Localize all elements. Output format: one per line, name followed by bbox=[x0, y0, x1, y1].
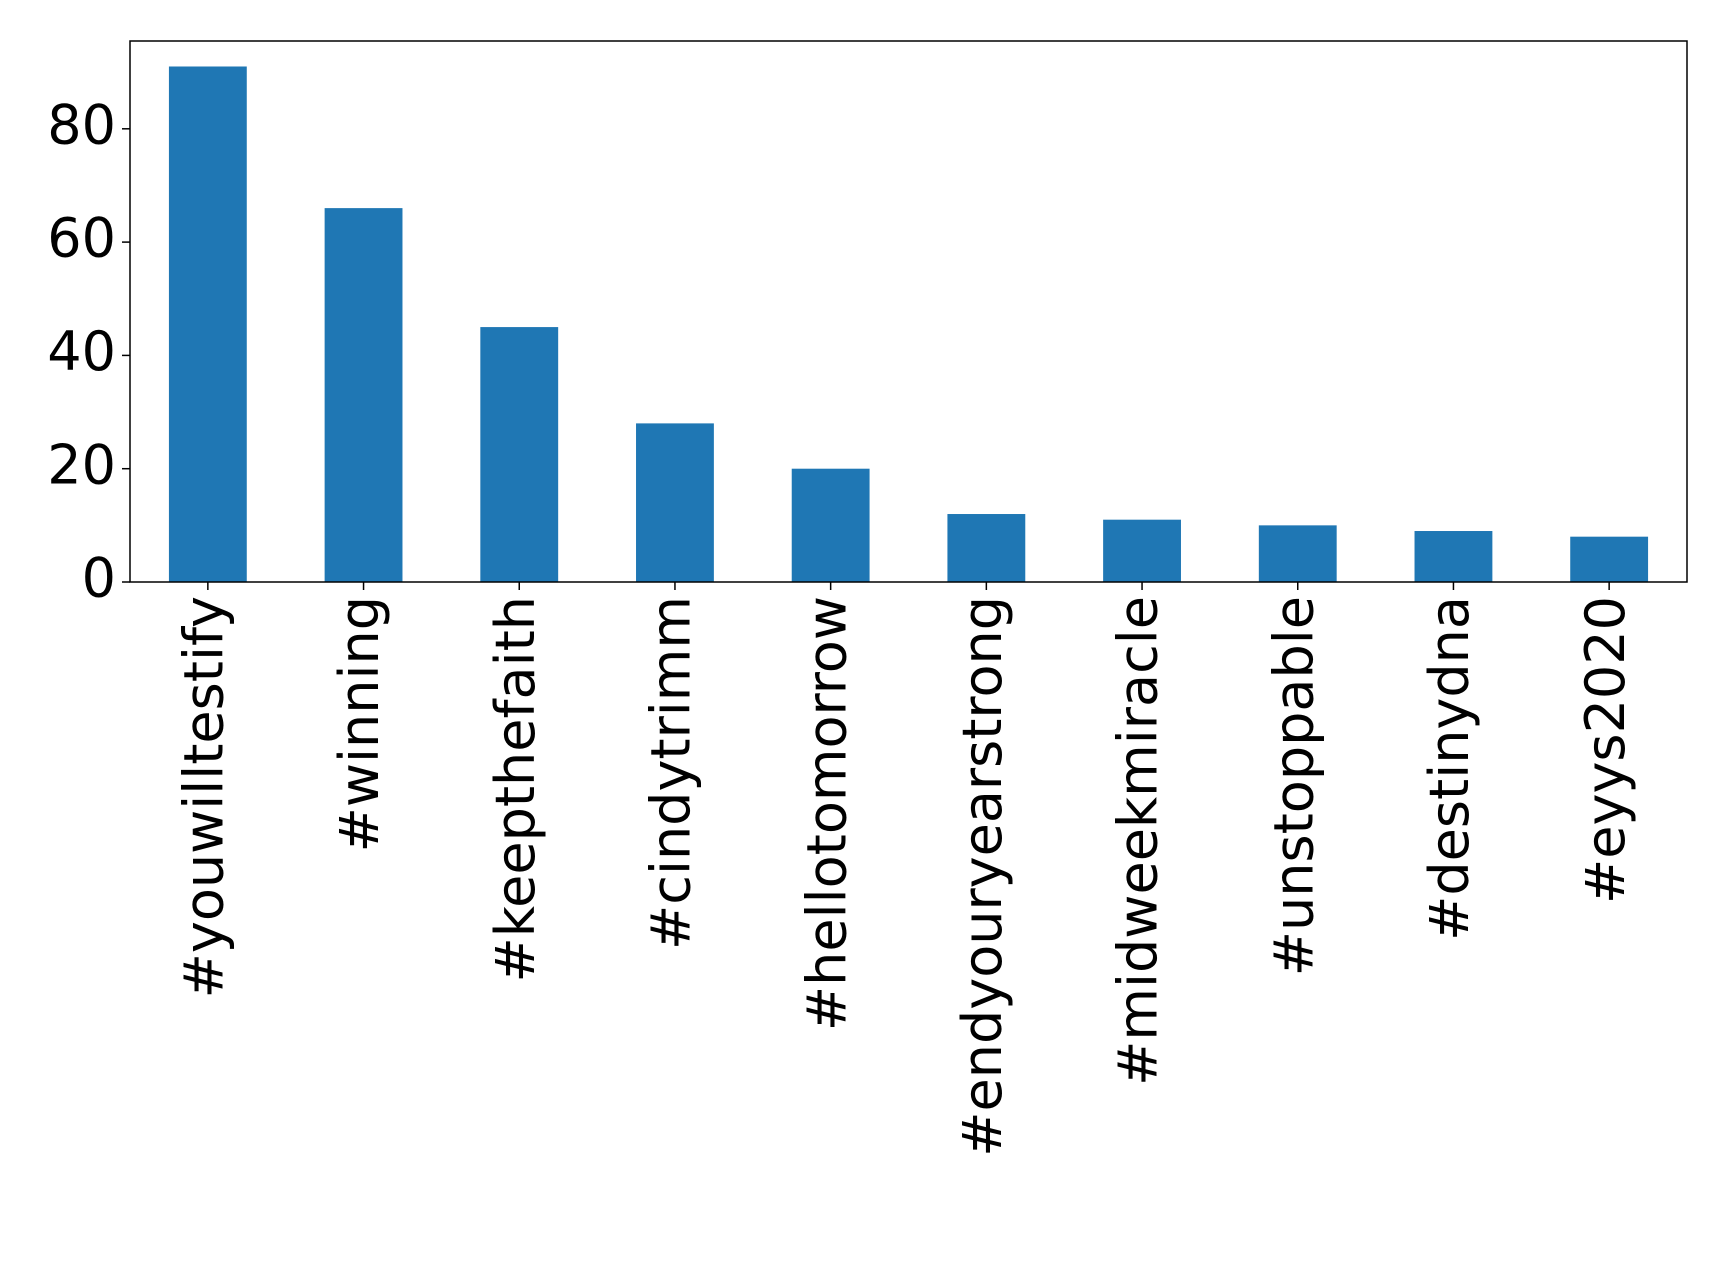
bar bbox=[636, 423, 714, 582]
y-tick-label: 80 bbox=[47, 93, 116, 156]
y-tick-label: 20 bbox=[47, 433, 116, 496]
x-tick-label: #winning bbox=[328, 596, 391, 852]
bar bbox=[947, 514, 1026, 582]
y-tick-label: 60 bbox=[47, 207, 116, 270]
y-tick-label: 40 bbox=[47, 320, 116, 383]
bar bbox=[1258, 525, 1337, 582]
x-tick-label: #destinydna bbox=[1418, 596, 1481, 941]
bar bbox=[1414, 531, 1493, 582]
bar bbox=[324, 208, 403, 583]
x-tick-label: #hellotomorrow bbox=[795, 596, 858, 1031]
x-tick-label: #midweekmiracle bbox=[1107, 596, 1170, 1086]
x-tick-label: #unstoppable bbox=[1262, 596, 1325, 976]
x-tick-label: #endyouryearstrong bbox=[951, 596, 1014, 1157]
bar bbox=[480, 327, 559, 582]
bar bbox=[1103, 519, 1181, 582]
x-tick-label: #eyys2020 bbox=[1574, 596, 1637, 904]
bar bbox=[168, 66, 247, 583]
bar bbox=[1570, 536, 1649, 582]
x-tick-label: #keepthefaith bbox=[484, 596, 547, 982]
x-tick-label: #cindytrimm bbox=[640, 596, 703, 950]
y-tick-label: 0 bbox=[82, 547, 116, 610]
x-tick-label: #youwilltestify bbox=[172, 596, 235, 998]
bar bbox=[791, 468, 870, 582]
plot-frame bbox=[129, 40, 1688, 583]
